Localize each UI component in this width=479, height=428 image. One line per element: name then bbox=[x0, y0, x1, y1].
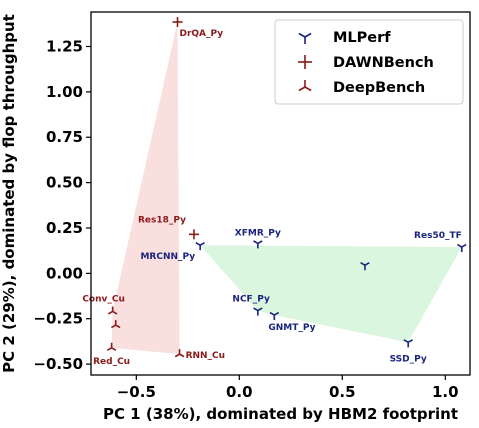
point-label-rnn-cu: RNN_Cu bbox=[186, 351, 226, 361]
legend-label-dawnbench: DAWNBench bbox=[333, 55, 434, 71]
legend-label-mlperf: MLPerf bbox=[333, 30, 391, 46]
red-cu-marker bbox=[106, 342, 117, 351]
y-tick-label: 0.50 bbox=[46, 174, 83, 192]
legend-label-deepbench: DeepBench bbox=[333, 80, 425, 96]
ncf-py-marker bbox=[253, 307, 263, 316]
point-label-gnmt-py: GNMT_Py bbox=[268, 323, 315, 333]
x-tick-label: −0.5 bbox=[117, 383, 156, 401]
x-tick-label: 0.5 bbox=[329, 383, 356, 401]
legend-items: MLPerf DAWNBench DeepBench bbox=[298, 30, 434, 96]
legend: MLPerf DAWNBench DeepBench bbox=[274, 19, 464, 105]
point-label-res18-py: Res18_Py bbox=[138, 215, 186, 225]
y-tick-label: 0.00 bbox=[46, 264, 83, 282]
legend-marker-dawnbench bbox=[298, 55, 312, 69]
y-axis-label: PC 2 (29%), dominated by flop throughput bbox=[0, 14, 18, 373]
point-label-res50-tf: Res50_TF bbox=[414, 231, 462, 241]
conv-cu-marker bbox=[107, 306, 118, 315]
legend-box bbox=[274, 19, 464, 105]
plot-frame bbox=[90, 11, 471, 376]
drqa-py-marker bbox=[172, 16, 183, 27]
point-layer bbox=[106, 16, 467, 358]
res50-tf-marker bbox=[457, 243, 467, 253]
ssd-py-marker bbox=[403, 339, 413, 348]
point-label-red-cu: Red_Cu bbox=[93, 357, 130, 367]
y-tick-label: 0.75 bbox=[46, 128, 83, 146]
point-label-xfmr-py: XFMR_Py bbox=[235, 228, 281, 238]
point-label-drqa-py: DrQA_Py bbox=[180, 29, 224, 39]
x-axis-label: PC 1 (38%), dominated by HBM2 footprint bbox=[103, 405, 458, 423]
point-label-ncf-py: NCF_Py bbox=[232, 295, 270, 305]
point-label-ssd-py: SSD_Py bbox=[390, 354, 427, 364]
tick-layer: −0.5 0.0 0.5 1.0 −0.50 −0.25 0.00 0.25 0.50 0.75 1… bbox=[33, 37, 458, 401]
y-tick-label: 1.00 bbox=[46, 83, 83, 101]
x-tick-label: 0.0 bbox=[226, 383, 253, 401]
gnmt-py-marker bbox=[269, 311, 280, 321]
res18-py-marker bbox=[188, 229, 199, 240]
y-tick-label: 1.25 bbox=[46, 37, 83, 55]
y-tick-label: 0.25 bbox=[46, 219, 83, 237]
mlperf-point-3-marker bbox=[360, 261, 370, 271]
hull-layer bbox=[111, 22, 462, 355]
y-tick-label: −0.50 bbox=[33, 355, 83, 373]
point-label-conv-cu: Conv_Cu bbox=[82, 294, 125, 304]
deepbench-point-1-marker bbox=[110, 320, 121, 329]
deepbench-hull bbox=[111, 22, 180, 355]
xfmr-py-marker bbox=[253, 240, 263, 249]
x-tick-label: 1.0 bbox=[432, 383, 459, 401]
mlperf-hull bbox=[200, 245, 462, 343]
point-label-layer: MRCNN_Py XFMR_Py Res50_TF NCF_Py GNMT_Py SSD_… bbox=[82, 29, 461, 367]
point-label-mrcnn-py: MRCNN_Py bbox=[140, 252, 195, 262]
rnn-cu-marker bbox=[174, 349, 185, 358]
legend-marker-deepbench bbox=[298, 80, 312, 92]
y-tick-label: −0.25 bbox=[33, 310, 83, 328]
mrcnn-py-marker bbox=[195, 242, 205, 251]
legend-marker-mlperf bbox=[298, 32, 312, 44]
